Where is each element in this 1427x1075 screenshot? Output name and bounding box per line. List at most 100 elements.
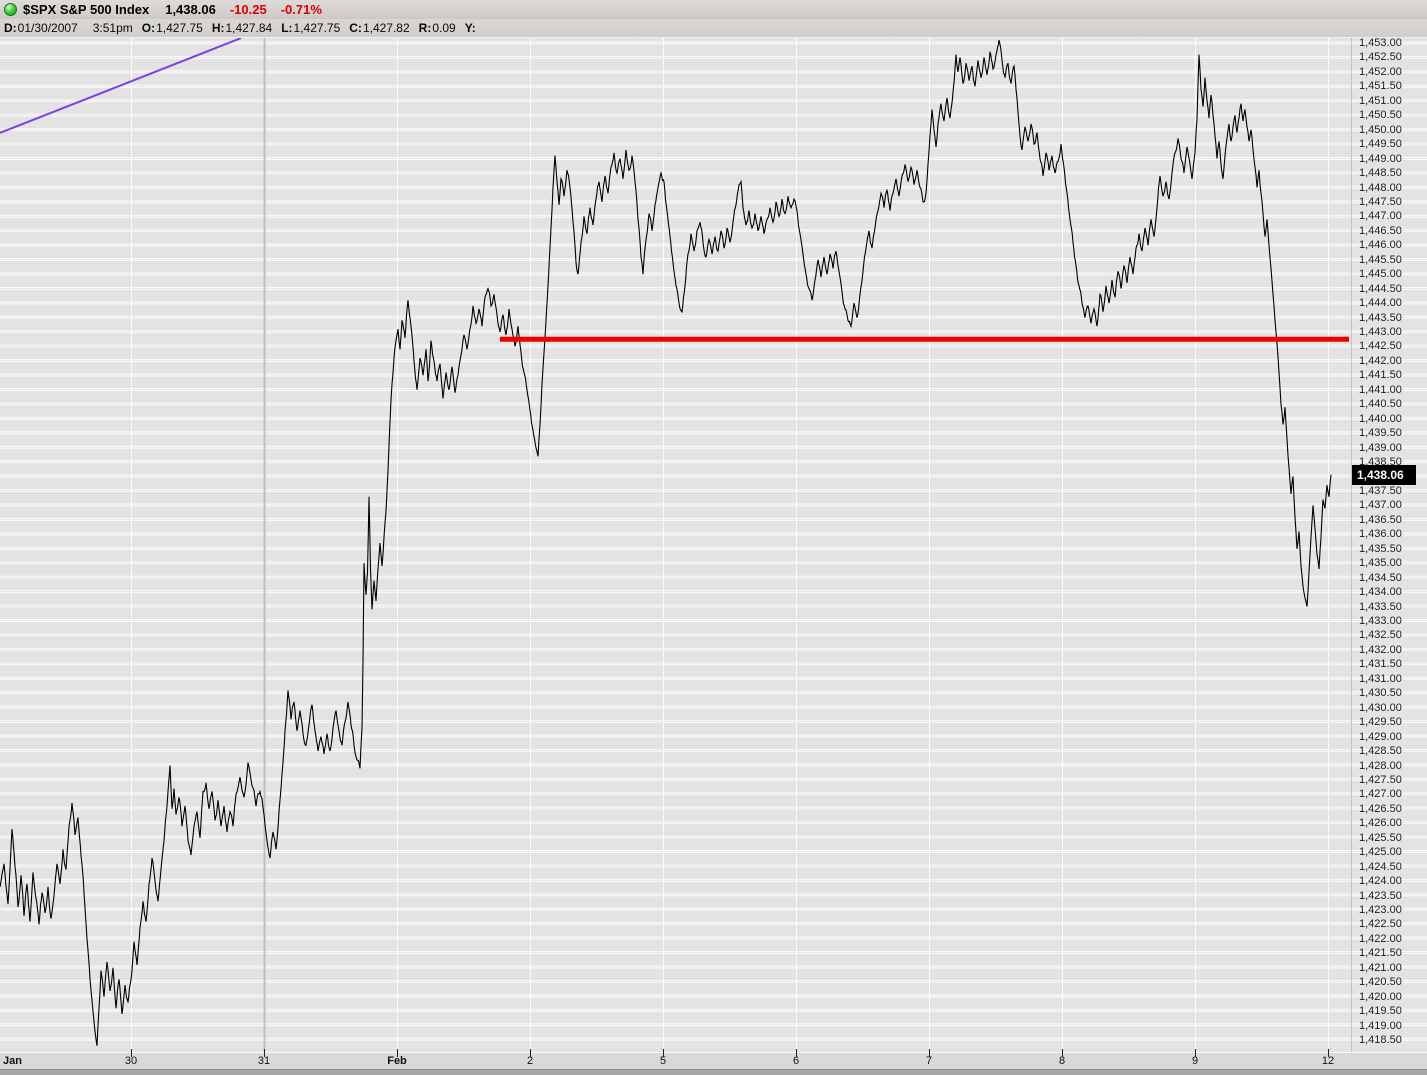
high-label: H: <box>211 21 225 35</box>
date-label: D: <box>4 21 17 35</box>
y-axis-label: 1,447.50 <box>1359 195 1402 208</box>
x-axis-label: 6 <box>792 1055 800 1067</box>
range-label: R: <box>418 21 432 35</box>
x-axis-tick <box>397 1049 398 1057</box>
y-axis-label: 1,445.00 <box>1359 268 1402 281</box>
y-axis-label: 1,423.50 <box>1359 889 1402 902</box>
close-value: 1,427.82 <box>362 21 410 35</box>
y-axis-label: 1,423.00 <box>1359 904 1402 916</box>
y-axis-label: 1,427.50 <box>1359 773 1402 786</box>
y-axis-label: 1,429.50 <box>1359 716 1402 729</box>
y-axis-label: 1,440.50 <box>1359 398 1402 411</box>
price-change-percent: -0.71% <box>280 2 322 17</box>
open-label: O: <box>141 21 156 35</box>
rising-trendline[interactable] <box>0 38 242 134</box>
y-axis-label: 1,435.50 <box>1359 542 1402 555</box>
y-axis-label: 1,449.50 <box>1359 138 1402 151</box>
y-axis-label: 1,422.50 <box>1359 918 1402 931</box>
y-axis-label: 1,444.50 <box>1359 282 1402 295</box>
low-value: 1,427.75 <box>293 21 341 35</box>
chart-canvas[interactable] <box>0 38 1351 1052</box>
y-axis-label: 1,427.00 <box>1359 788 1402 801</box>
x-axis-tick <box>1062 1049 1063 1057</box>
y-axis-label: 1,449.00 <box>1359 152 1402 165</box>
x-axis-tick <box>663 1049 664 1057</box>
y-axis-label: 1,443.00 <box>1359 326 1402 338</box>
y-axis-label: 1,430.00 <box>1359 701 1402 714</box>
y-axis-label: 1,425.00 <box>1359 846 1402 859</box>
y-axis-label: 1,436.00 <box>1359 528 1402 541</box>
x-axis-tick <box>796 1049 797 1057</box>
cursor-date: 01/30/2007 <box>17 21 78 35</box>
y-axis-label: 1,433.00 <box>1359 615 1402 627</box>
x-axis-tick <box>1195 1049 1196 1057</box>
y-axis-label: 1,426.00 <box>1359 817 1402 830</box>
y-axis-label: 1,419.50 <box>1359 1005 1402 1018</box>
y-axis-label: 1,434.00 <box>1359 586 1402 599</box>
y-axis-label: 1,420.00 <box>1359 990 1402 1003</box>
x-axis-tick <box>264 1049 265 1057</box>
y-axis-label: 1,431.00 <box>1359 672 1402 685</box>
y-axis-label: 1,441.50 <box>1359 369 1402 382</box>
time-axis[interactable]: Jan 30 31 Feb 2 5 6 7 8 9 12 <box>0 1049 1427 1069</box>
y-axis-label: 1,418.50 <box>1359 1034 1402 1047</box>
y-axis-label: 1,442.50 <box>1359 340 1402 353</box>
range-value: 0.09 <box>432 21 456 35</box>
y-axis-label: 1,446.50 <box>1359 224 1402 237</box>
y-axis-label: 1,431.50 <box>1359 658 1402 671</box>
x-axis-tick <box>929 1049 930 1057</box>
window-bottom-edge <box>0 1069 1427 1075</box>
y-axis-label: 1,425.50 <box>1359 831 1402 844</box>
chart-plot-area[interactable] <box>0 38 1351 1052</box>
y-axis-label: 1,453.00 <box>1359 38 1402 49</box>
x-axis-label: Jan <box>3 1055 22 1067</box>
price-axis[interactable]: 1,453.00 1,452.50 1,452.00 1,451.50 1,451.00… <box>1351 38 1427 1052</box>
x-axis-label: 2 <box>526 1055 534 1067</box>
symbol-title: $SPX S&P 500 Index <box>23 2 150 17</box>
x-axis-label: 9 <box>1191 1055 1199 1067</box>
y-axis-label: 1,446.00 <box>1359 239 1402 252</box>
x-axis-tick <box>530 1049 531 1057</box>
y-axis-label: 1,432.50 <box>1359 629 1402 642</box>
y-axis-label: 1,428.00 <box>1359 759 1402 772</box>
y-axis-label: 1,420.50 <box>1359 976 1402 989</box>
last-price: 1,438.06 <box>165 2 216 17</box>
ohlc-info-bar: D: 01/30/2007 3:51pm O: 1,427.75 H: 1,42… <box>0 19 1427 38</box>
y-axis-label: 1,441.00 <box>1359 383 1402 396</box>
y-axis-label: 1,444.00 <box>1359 297 1402 310</box>
high-value: 1,427.84 <box>225 21 273 35</box>
y-axis-label: 1,451.50 <box>1359 80 1402 93</box>
y-axis-label: 1,436.50 <box>1359 513 1402 526</box>
y-axis-label: 1,434.50 <box>1359 571 1402 584</box>
y-axis-label: 1,440.00 <box>1359 412 1402 425</box>
y-axis-label: 1,421.00 <box>1359 961 1402 974</box>
y-axis-label: 1,430.50 <box>1359 687 1402 700</box>
y-axis-label: 1,452.50 <box>1359 51 1402 64</box>
y-axis-label: 1,437.50 <box>1359 484 1402 497</box>
y-axis-label: 1,448.50 <box>1359 167 1402 180</box>
y-axis-label: 1,421.50 <box>1359 947 1402 960</box>
x-axis-label: 30 <box>124 1055 138 1067</box>
y-axis-label: 1,426.50 <box>1359 802 1402 815</box>
x-axis-label: 5 <box>659 1055 667 1067</box>
price-line <box>0 39 1332 1046</box>
y-axis-label: 1,443.50 <box>1359 311 1402 324</box>
y-axis-label: 1,422.00 <box>1359 932 1402 945</box>
y-axis-label: 1,448.00 <box>1359 181 1402 194</box>
y-axis-label: 1,451.00 <box>1359 94 1402 107</box>
y-axis-label: 1,450.50 <box>1359 109 1402 122</box>
cursor-time: 3:51pm <box>92 21 133 35</box>
x-axis-label: Feb <box>387 1055 407 1067</box>
y-axis-label: 1,429.00 <box>1359 730 1402 743</box>
y-axis-label: 1,437.00 <box>1359 499 1402 512</box>
y-axis-label: 1,419.00 <box>1359 1019 1402 1032</box>
x-axis-label: 7 <box>925 1055 933 1067</box>
price-change: -10.25 <box>229 2 267 17</box>
x-axis-tick <box>1328 1049 1329 1057</box>
y-axis-label: 1,424.50 <box>1359 860 1402 873</box>
yield-label: Y: <box>464 21 476 35</box>
x-axis-label: 8 <box>1058 1055 1066 1067</box>
y-axis-label: 1,433.50 <box>1359 600 1402 613</box>
y-axis-label: 1,439.50 <box>1359 427 1402 440</box>
